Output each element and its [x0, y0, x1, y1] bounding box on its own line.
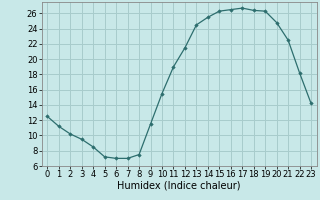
X-axis label: Humidex (Indice chaleur): Humidex (Indice chaleur) — [117, 181, 241, 191]
